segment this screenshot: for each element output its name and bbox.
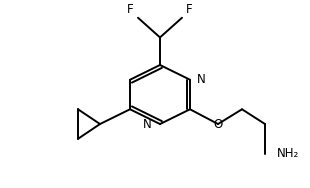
Text: N: N [197,73,206,86]
Text: F: F [186,3,193,16]
Text: F: F [127,3,134,16]
Text: NH₂: NH₂ [277,147,299,160]
Text: O: O [213,118,223,130]
Text: N: N [143,118,152,130]
